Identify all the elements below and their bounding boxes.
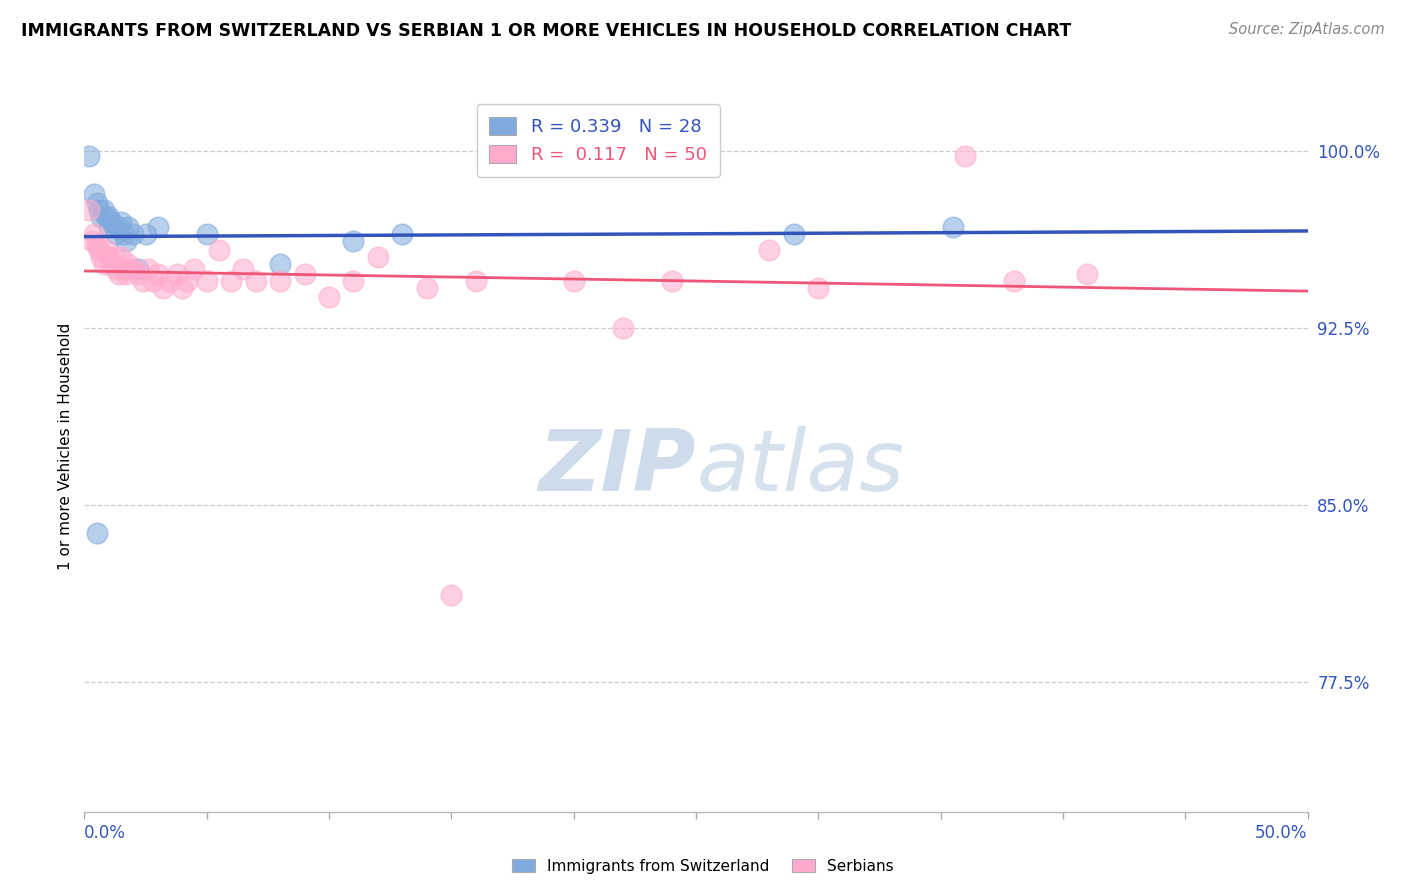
Y-axis label: 1 or more Vehicles in Household: 1 or more Vehicles in Household xyxy=(58,322,73,570)
Point xyxy=(83,227,105,241)
Point xyxy=(127,267,149,281)
Legend: R = 0.339   N = 28, R =  0.117   N = 50: R = 0.339 N = 28, R = 0.117 N = 50 xyxy=(477,104,720,177)
Point xyxy=(86,238,108,252)
Point xyxy=(86,526,108,541)
Point xyxy=(416,281,439,295)
Point xyxy=(269,257,291,271)
Point xyxy=(105,227,128,241)
Point xyxy=(342,274,364,288)
Point xyxy=(195,274,218,288)
Point xyxy=(464,274,486,288)
Point xyxy=(80,234,103,248)
Point xyxy=(117,257,139,271)
Text: 50.0%: 50.0% xyxy=(1256,823,1308,841)
Point xyxy=(87,243,110,257)
Point xyxy=(115,267,138,281)
Point xyxy=(758,243,780,257)
Point xyxy=(83,186,105,201)
Point xyxy=(172,281,194,295)
Point xyxy=(245,274,267,288)
Point xyxy=(146,219,169,234)
Point xyxy=(107,267,129,281)
Point xyxy=(294,267,316,281)
Point xyxy=(86,196,108,211)
Point xyxy=(146,267,169,281)
Point xyxy=(97,219,120,234)
Point xyxy=(440,588,463,602)
Point xyxy=(93,202,115,217)
Point xyxy=(661,274,683,288)
Point xyxy=(96,210,118,224)
Point xyxy=(807,281,830,295)
Point xyxy=(110,250,132,264)
Point xyxy=(342,234,364,248)
Point xyxy=(97,250,120,264)
Point xyxy=(87,202,110,217)
Point xyxy=(152,281,174,295)
Point xyxy=(142,274,165,288)
Text: IMMIGRANTS FROM SWITZERLAND VS SERBIAN 1 OR MORE VEHICLES IN HOUSEHOLD CORRELATI: IMMIGRANTS FROM SWITZERLAND VS SERBIAN 1… xyxy=(21,22,1071,40)
Point xyxy=(103,250,125,264)
Point xyxy=(90,250,112,264)
Point xyxy=(115,234,138,248)
Point xyxy=(783,227,806,241)
Point xyxy=(93,257,115,271)
Point xyxy=(232,262,254,277)
Point xyxy=(176,274,198,288)
Point xyxy=(77,202,100,217)
Point xyxy=(1002,274,1025,288)
Point xyxy=(117,219,139,234)
Point xyxy=(100,215,122,229)
Point xyxy=(122,262,145,277)
Point xyxy=(135,227,157,241)
Point xyxy=(183,262,205,277)
Point xyxy=(100,257,122,271)
Point xyxy=(562,274,585,288)
Point xyxy=(103,219,125,234)
Point xyxy=(953,149,976,163)
Text: atlas: atlas xyxy=(696,426,904,509)
Legend: Immigrants from Switzerland, Serbians: Immigrants from Switzerland, Serbians xyxy=(506,853,900,880)
Point xyxy=(612,321,634,335)
Point xyxy=(195,227,218,241)
Point xyxy=(97,210,120,224)
Point xyxy=(90,210,112,224)
Point xyxy=(77,149,100,163)
Point xyxy=(159,274,181,288)
Text: Source: ZipAtlas.com: Source: ZipAtlas.com xyxy=(1229,22,1385,37)
Point xyxy=(132,274,155,288)
Point xyxy=(166,267,188,281)
Point xyxy=(208,243,231,257)
Text: 0.0%: 0.0% xyxy=(84,823,127,841)
Point xyxy=(112,262,135,277)
Point xyxy=(219,274,242,288)
Point xyxy=(105,262,128,277)
Text: ZIP: ZIP xyxy=(538,426,696,509)
Point xyxy=(107,219,129,234)
Point xyxy=(122,227,145,241)
Point xyxy=(96,243,118,257)
Point xyxy=(1076,267,1098,281)
Point xyxy=(112,227,135,241)
Point xyxy=(391,227,413,241)
Point xyxy=(136,262,159,277)
Point xyxy=(367,250,389,264)
Point xyxy=(942,219,965,234)
Point xyxy=(110,215,132,229)
Point xyxy=(127,262,149,277)
Point xyxy=(269,274,291,288)
Point xyxy=(318,290,340,304)
